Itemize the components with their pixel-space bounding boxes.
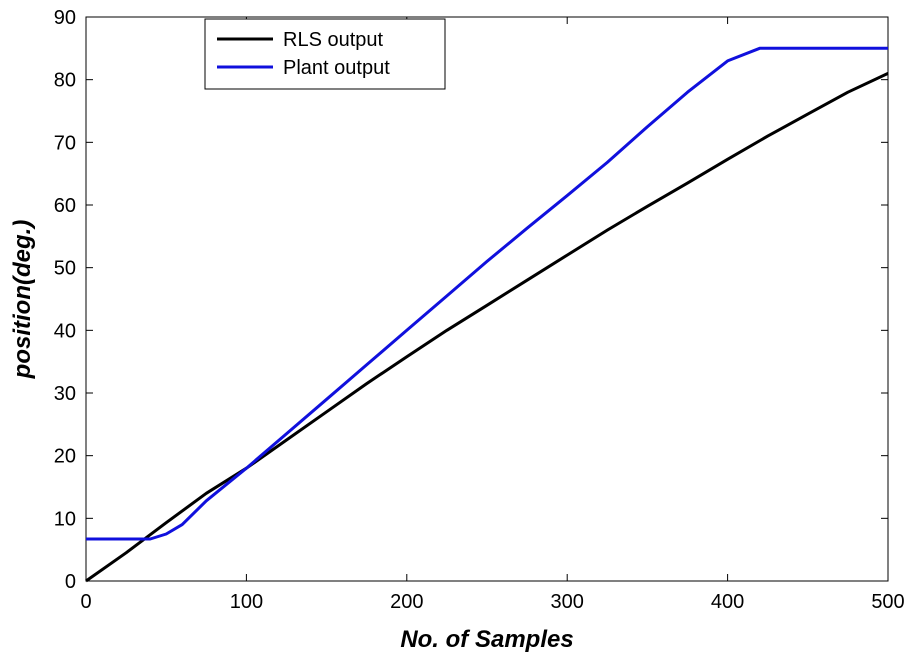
x-tick-label: 300: [551, 591, 584, 613]
y-tick-label: 90: [54, 7, 76, 29]
x-tick-label: 0: [80, 591, 91, 613]
series-line-plant-output: [86, 46, 888, 541]
x-axis: 0 100 200 300 400 500: [80, 17, 905, 613]
y-axis-title: position(deg.): [9, 220, 36, 380]
plot-frame: [85, 16, 889, 582]
x-tick-label: 200: [390, 591, 423, 613]
x-tick-label: 100: [230, 591, 263, 613]
x-tick-label: 400: [711, 591, 744, 613]
y-tick-label: 40: [54, 320, 76, 342]
series-line-rls-output: [85, 72, 889, 583]
plot-area: [85, 16, 889, 582]
y-tick-label: 0: [65, 571, 76, 593]
y-axis: 0 10 20 30 40 50 60 70 80 90: [54, 7, 888, 593]
legend-label: Plant output: [283, 57, 390, 79]
series-layer: [85, 46, 889, 583]
legend-label: RLS output: [283, 29, 384, 51]
y-tick-label: 10: [54, 508, 76, 530]
legend: RLS output Plant output: [204, 18, 446, 90]
y-tick-label: 20: [54, 446, 76, 468]
y-tick-label: 60: [54, 195, 76, 217]
x-axis-title: No. of Samples: [400, 626, 573, 653]
y-tick-label: 80: [54, 70, 76, 92]
y-tick-label: 50: [54, 258, 76, 280]
x-tick-label: 500: [871, 591, 904, 613]
y-tick-label: 70: [54, 132, 76, 154]
legend-box: [204, 18, 446, 90]
y-tick-label: 30: [54, 383, 76, 405]
